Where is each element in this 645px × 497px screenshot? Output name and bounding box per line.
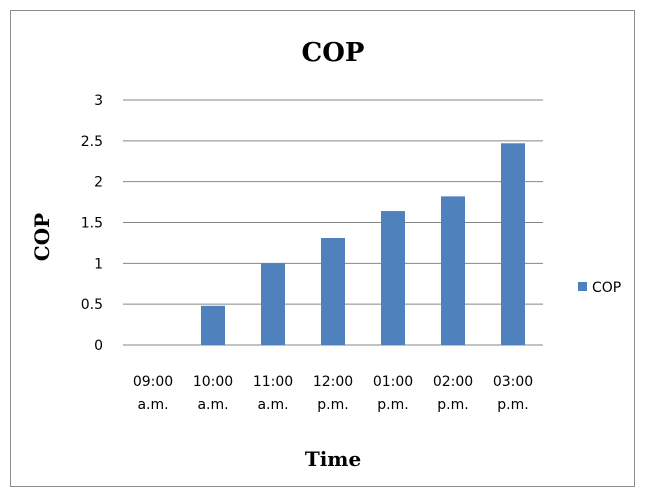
- x-tick-label-line: 09:00: [133, 374, 173, 390]
- x-tick-label-line: a.m.: [257, 397, 288, 413]
- legend-swatch: [578, 282, 587, 291]
- x-tick-label: 01:00 p.m.: [373, 374, 413, 413]
- x-tick-label-line: 03:00: [493, 374, 533, 390]
- bar: [201, 305, 225, 345]
- y-tick-labels: 0 0.5 1 1.5 2 2.5 3: [81, 93, 103, 354]
- y-axis-title: COP: [30, 213, 54, 261]
- bar: [441, 196, 465, 345]
- y-tick-label: 2.5: [81, 134, 103, 150]
- y-tick-label: 1: [94, 256, 103, 272]
- x-tick-label-line: 11:00: [253, 374, 293, 390]
- x-tick-label-line: p.m.: [317, 397, 348, 413]
- bar-chart: COP COP Time 00.511.522.53 09:00 a.m.10:0…: [30, 38, 621, 471]
- x-tick-label: 11:00 a.m.: [253, 374, 293, 413]
- x-tick-label-line: a.m.: [197, 397, 228, 413]
- x-tick-label-line: p.m.: [437, 397, 468, 413]
- y-tick-label: 0.5: [81, 297, 103, 313]
- x-tick-label: 09:00 a.m.: [133, 374, 173, 413]
- x-tick-label-line: 02:00: [433, 374, 473, 390]
- x-tick-label-line: 01:00: [373, 374, 413, 390]
- y-tick-label: 1.5: [81, 216, 103, 232]
- x-tick-label-line: 12:00: [313, 374, 353, 390]
- bar: [321, 238, 345, 345]
- legend-label: COP: [592, 280, 621, 296]
- chart-title: COP: [302, 38, 365, 68]
- x-tick-label-line: a.m.: [137, 397, 168, 413]
- bars: [201, 143, 525, 345]
- bar: [261, 263, 285, 345]
- y-tick-label: 3: [94, 93, 103, 109]
- chart-frame: COP COP Time 0 0.5 1 1.5 2 2.5 3 09:00 a.m. 10:0…: [10, 10, 635, 487]
- x-tick-label: 12:00 p.m.: [313, 374, 353, 413]
- legend: COP: [578, 280, 621, 296]
- x-tick-label: 10:00 a.m.: [193, 374, 233, 413]
- x-tick-label-line: 10:00: [193, 374, 233, 390]
- x-tick-label-line: p.m.: [377, 397, 408, 413]
- bar: [381, 211, 405, 345]
- y-tick-label: 2: [94, 175, 103, 191]
- x-tick-label-line: p.m.: [497, 397, 528, 413]
- bar: [501, 143, 525, 345]
- x-tick-labels: 09:00 a.m.10:00 a.m.11:00 a.m.12:00 p.m.01:0…: [133, 374, 533, 413]
- x-axis-title: Time: [305, 447, 361, 471]
- y-tick-label: 0: [94, 338, 103, 354]
- x-tick-label: 03:00 p.m.: [493, 374, 533, 413]
- x-tick-label: 02:00 p.m.: [433, 374, 473, 413]
